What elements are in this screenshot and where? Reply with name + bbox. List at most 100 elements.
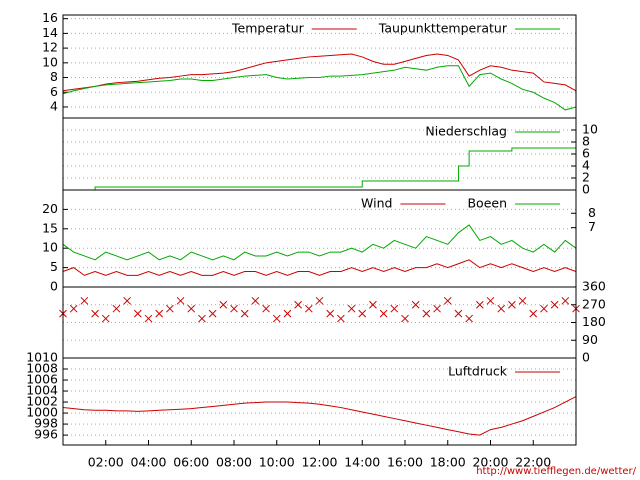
x-tick-label: 18:00 [430, 455, 466, 470]
point-marker [358, 309, 367, 318]
x-tick-label: 20:00 [472, 455, 508, 470]
point-marker [475, 300, 484, 309]
y-tick-label: 10 [42, 54, 58, 69]
y-tick-label: 6 [582, 146, 590, 161]
point-marker [251, 296, 260, 305]
y-tick-label: 270 [582, 296, 606, 311]
y-tick-label: 6 [50, 84, 58, 99]
point-marker [198, 314, 206, 323]
y-tick-label: 998 [34, 416, 58, 431]
legend-label: Niederschlag [425, 124, 507, 139]
point-marker [262, 304, 270, 313]
point-marker [454, 309, 463, 318]
y-tick-label: 16 [42, 10, 58, 25]
legend-label: Wind [361, 196, 392, 211]
point-marker [240, 309, 249, 318]
y-tick-label: 2 [582, 170, 590, 185]
y-tick-label: 5 [50, 259, 58, 274]
point-marker [294, 300, 302, 309]
point-marker [422, 309, 431, 318]
y-tick-label: 1008 [26, 361, 58, 376]
point-marker [443, 296, 452, 305]
y-tick-label: 12 [42, 40, 58, 55]
point-marker [144, 314, 153, 323]
point-marker [347, 304, 356, 313]
y-tick-label: 15 [42, 220, 58, 235]
point-marker [486, 296, 495, 305]
y2-tick-label: 7 [588, 219, 596, 234]
y-tick-label: 180 [582, 314, 606, 329]
panel-frame [62, 357, 577, 446]
series-line [62, 53, 577, 92]
series-line [62, 224, 577, 261]
legend-label: Luftdruck [448, 364, 508, 379]
series-line [62, 65, 577, 111]
point-marker [187, 304, 196, 313]
y-tick-label: 996 [34, 427, 58, 442]
point-marker [219, 300, 228, 309]
y-tick-label: 0 [582, 350, 590, 365]
point-marker [304, 304, 313, 313]
y-tick-label: 1006 [26, 372, 58, 387]
y-tick-label: 1004 [26, 383, 58, 398]
point-marker [283, 309, 292, 318]
point-marker [561, 296, 570, 305]
y-tick-label: 1002 [26, 394, 58, 409]
point-marker [529, 309, 538, 318]
x-tick-label: 14:00 [344, 455, 380, 470]
series-line [63, 147, 576, 191]
point-marker [433, 304, 441, 313]
point-marker [379, 309, 388, 318]
y-tick-label: 0 [50, 279, 58, 294]
y-tick-label: 4 [50, 98, 58, 113]
series-line [62, 259, 577, 276]
point-marker [508, 300, 516, 309]
point-marker [166, 304, 174, 313]
point-marker [80, 296, 89, 305]
y-tick-label: 360 [582, 279, 606, 294]
y-tick-label: 10 [42, 240, 58, 255]
y-tick-label: 20 [42, 201, 58, 216]
point-marker [123, 296, 131, 305]
y-tick-label: 8 [50, 69, 58, 84]
point-marker [518, 296, 527, 305]
point-marker [112, 304, 121, 313]
point-marker [390, 304, 399, 313]
x-tick-label: 08:00 [216, 455, 252, 470]
x-tick-label: 22:00 [515, 455, 551, 470]
point-marker [540, 304, 548, 313]
legend-label: Taupunkttemperatur [378, 21, 508, 36]
y2-tick-label: 8 [588, 205, 596, 220]
y-tick-label: 0 [582, 182, 590, 197]
x-tick-label: 02:00 [88, 455, 124, 470]
point-marker [315, 296, 324, 305]
point-marker [497, 304, 506, 313]
x-tick-label: 12:00 [301, 455, 337, 470]
y-tick-label: 90 [582, 332, 598, 347]
y-tick-label: 1000 [26, 405, 58, 420]
x-tick-label: 10:00 [259, 455, 295, 470]
x-tick-label: 04:00 [130, 455, 166, 470]
point-marker [411, 300, 420, 309]
point-marker [101, 314, 110, 323]
point-marker [230, 304, 238, 313]
point-marker [176, 296, 185, 305]
y-tick-label: 4 [582, 158, 590, 173]
point-marker [369, 300, 377, 309]
footer-link: http://www.tiefflegen.de/wetter/ [476, 466, 636, 477]
x-tick-label: 06:00 [173, 455, 209, 470]
point-marker [550, 300, 559, 309]
y-tick-label: 10 [582, 122, 598, 137]
point-marker [401, 314, 409, 323]
point-marker [465, 314, 473, 323]
legend-label: Boeen [467, 196, 507, 211]
point-marker [69, 304, 78, 313]
point-marker [326, 309, 335, 318]
point-marker [155, 309, 164, 318]
series-line [62, 396, 577, 436]
x-tick-label: 16:00 [387, 455, 423, 470]
y-tick-label: 1010 [26, 350, 58, 365]
point-marker [272, 314, 281, 323]
point-marker [337, 314, 345, 323]
